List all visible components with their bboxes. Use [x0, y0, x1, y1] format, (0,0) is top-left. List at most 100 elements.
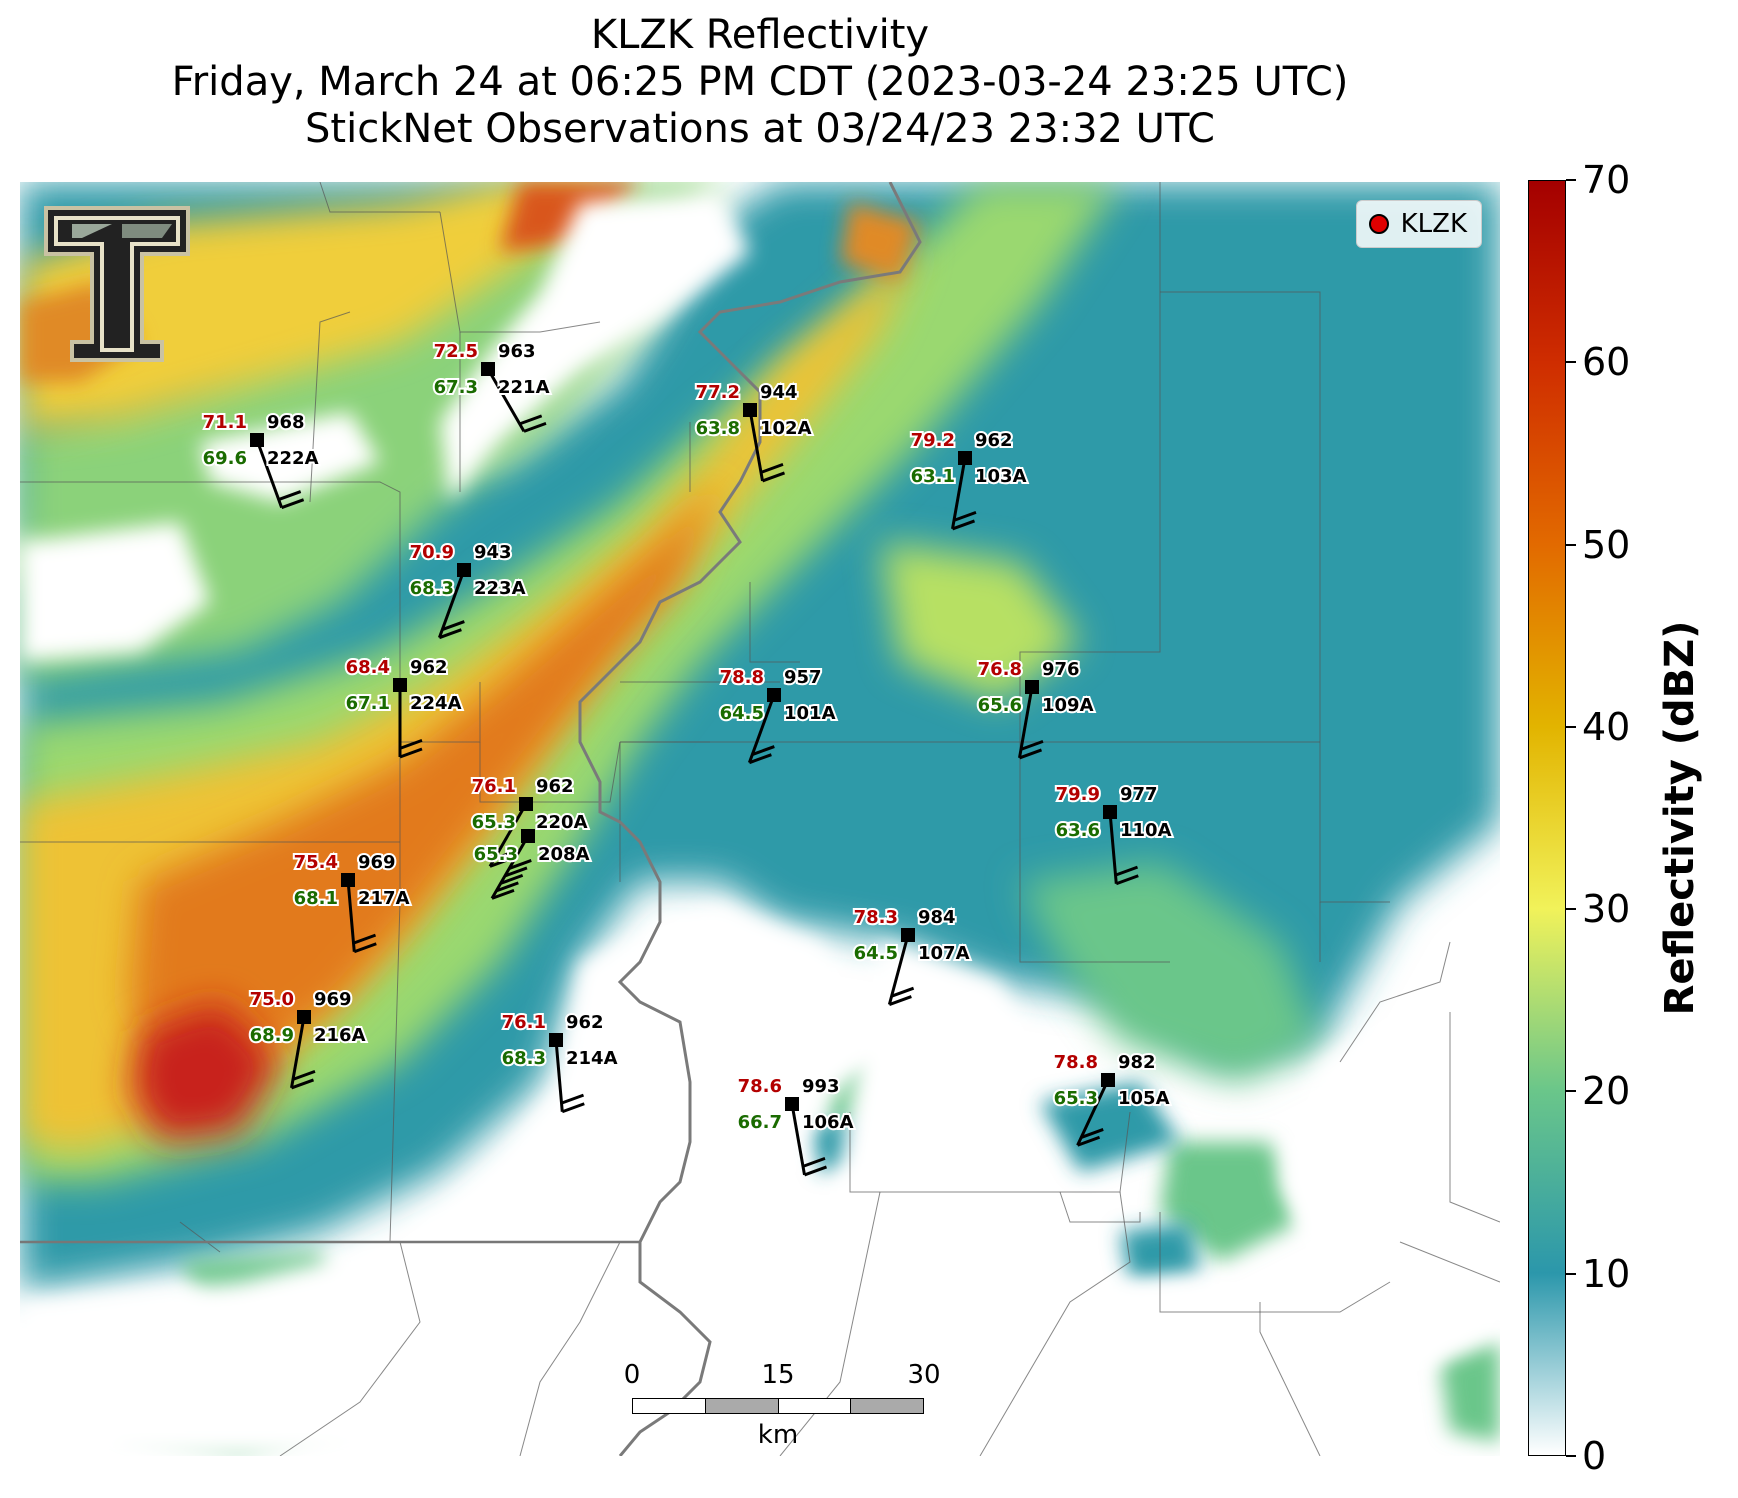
wind-barb-flag: [399, 747, 423, 759]
station-105A[interactable]: 78.8 982 65.3 105A: [1052, 1050, 1172, 1147]
station-217A[interactable]: 75.4 969 68.1 217A: [292, 850, 412, 954]
temperature-label: 75.4: [294, 852, 338, 873]
colorbar-tick-label: 60: [1582, 340, 1631, 385]
colorbar-tick-label: 20: [1582, 1069, 1631, 1114]
dewpoint-label: 63.8: [696, 418, 740, 439]
wind-barb-flag: [290, 1078, 315, 1090]
colorbar-tick-label: 70: [1582, 158, 1631, 202]
temperature-label: 79.9: [1056, 784, 1100, 805]
temperature-label: 79.2: [911, 430, 955, 451]
dewpoint-label: 64.5: [720, 703, 764, 724]
temperature-label: 71.1: [203, 412, 247, 433]
wind-barb-flag: [561, 1093, 585, 1105]
station-221A[interactable]: 72.5 963 67.3 221A: [432, 339, 552, 433]
pressure-label: 943: [474, 542, 512, 563]
temperature-label: 78.8: [720, 667, 764, 688]
station-marker-icon: [743, 403, 757, 417]
station-224A[interactable]: 68.4 962 67.1 224A: [344, 655, 464, 759]
station-id-label: 102A: [760, 418, 812, 439]
station-102A[interactable]: 77.2 944 63.8 102A: [694, 380, 814, 483]
station-220A[interactable]: 76.1 962 65.3 220A: [470, 774, 590, 868]
wind-barb-flag: [519, 414, 543, 426]
scale-unit: km: [757, 1420, 799, 1450]
station-101A[interactable]: 78.8 957 64.5 101A: [718, 665, 838, 765]
wind-barb-flag: [353, 942, 377, 954]
station-110A[interactable]: 79.9 977 63.6 110A: [1054, 782, 1174, 886]
station-marker-icon: [250, 433, 264, 447]
dewpoint-label: 67.1: [346, 693, 390, 714]
pressure-label: 993: [802, 1076, 840, 1097]
scale-label-30: 30: [907, 1360, 941, 1390]
station-marker-icon: [481, 362, 495, 376]
radar-map[interactable]: 72.5 963 67.3 221A 71.1 968 69.6 222A 77.2 944 63.…: [20, 182, 1500, 1456]
wind-barb-flag: [493, 849, 517, 861]
wind-barb-shaft: [887, 934, 910, 1005]
station-id-label: 224A: [410, 693, 462, 714]
dewpoint-label: 65.3: [1054, 1088, 1098, 1109]
wind-barb-shaft: [486, 368, 526, 433]
station-id-label: 110A: [1120, 820, 1172, 841]
station-214A[interactable]: 76.1 962 68.3 214A: [500, 1010, 620, 1114]
station-marker-icon: [901, 928, 915, 942]
wind-barb-flag: [500, 873, 524, 885]
wind-barb-shaft: [488, 803, 528, 868]
pressure-label: 982: [1118, 1052, 1156, 1073]
wind-barb-shaft: [1018, 686, 1034, 759]
stations-layer: 72.5 963 67.3 221A 71.1 968 69.6 222A 77.2 944 63.…: [201, 339, 1174, 1177]
colorbar-tick-label: 10: [1582, 1251, 1631, 1296]
station-222A[interactable]: 71.1 968 69.6 222A: [201, 410, 321, 510]
wind-barb-flag: [399, 738, 423, 750]
pressure-label: 969: [358, 852, 396, 873]
station-marker-icon: [457, 563, 471, 577]
station-106A[interactable]: 78.6 993 66.7 106A: [736, 1074, 856, 1177]
dewpoint-label: 65.3: [472, 812, 516, 833]
station-marker-icon: [341, 873, 355, 887]
temperature-label: 72.5: [434, 341, 478, 362]
station-107A[interactable]: 78.3 984 64.5 107A: [852, 905, 972, 1006]
temperature-label: 77.2: [696, 382, 740, 403]
station-id-label: 222A: [267, 448, 319, 469]
scale-label-15: 15: [761, 1360, 795, 1390]
map-canvas[interactable]: 72.5 963 67.3 221A 71.1 968 69.6 222A 77.2 944 63.…: [20, 182, 1500, 1456]
station-id-label: 223A: [474, 578, 526, 599]
pressure-label: 969: [314, 989, 352, 1010]
dewpoint-label: 65.3: [474, 844, 518, 865]
station-208A[interactable]: 65.3 208A: [472, 829, 592, 900]
wind-barb-flag: [751, 745, 775, 756]
station-marker-icon: [297, 1010, 311, 1024]
wind-barb-flag: [888, 995, 912, 1006]
station-216A[interactable]: 75.0 969 68.9 216A: [248, 987, 368, 1090]
pressure-label: 962: [536, 776, 574, 797]
wind-barb-flag: [523, 421, 547, 433]
station-id-label: 221A: [498, 377, 550, 398]
university-logo: [42, 204, 192, 364]
county-boundaries: [20, 182, 1500, 1456]
wind-barb-flag: [953, 510, 977, 522]
dewpoint-label: 64.5: [854, 943, 898, 964]
figure-title: KLZK Reflectivity Friday, March 24 at 06…: [0, 12, 1520, 153]
station-id-label: 109A: [1042, 695, 1094, 716]
wind-barb-flag: [1077, 1135, 1101, 1147]
temperature-label: 76.8: [978, 659, 1022, 680]
station-109A[interactable]: 76.8 976 65.6 109A: [976, 657, 1096, 760]
wind-barb-flag: [278, 490, 302, 501]
wind-barb-shaft: [951, 457, 967, 530]
dewpoint-label: 68.1: [294, 888, 338, 909]
pressure-label: 962: [410, 657, 448, 678]
wind-barb-flag: [353, 933, 377, 945]
wind-barb-shaft: [748, 409, 764, 482]
station-id-label: 217A: [358, 888, 410, 909]
station-103A[interactable]: 79.2 962 63.1 103A: [909, 428, 1029, 531]
station-id-label: 101A: [784, 703, 836, 724]
station-223A[interactable]: 70.9 943 68.3 223A: [408, 540, 528, 640]
wind-barb-flag: [951, 519, 976, 531]
station-marker-icon: [785, 1097, 799, 1111]
colorbar: [1528, 180, 1566, 1456]
dewpoint-label: 63.1: [911, 466, 955, 487]
station-marker-icon: [958, 451, 972, 465]
radar-site-marker-icon: [1368, 214, 1389, 234]
pressure-label: 962: [975, 430, 1013, 451]
colorbar-tick-label: 30: [1582, 887, 1631, 932]
dewpoint-label: 66.7: [738, 1112, 782, 1133]
wind-barb-shaft: [255, 439, 284, 509]
